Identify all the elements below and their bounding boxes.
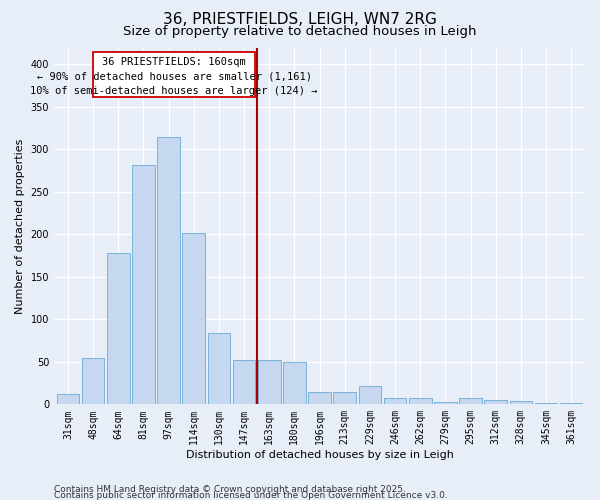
Bar xyxy=(383,398,406,404)
X-axis label: Distribution of detached houses by size in Leigh: Distribution of detached houses by size … xyxy=(185,450,454,460)
Bar xyxy=(157,136,180,404)
Text: 36, PRIESTFIELDS, LEIGH, WN7 2RG: 36, PRIESTFIELDS, LEIGH, WN7 2RG xyxy=(163,12,437,28)
Bar xyxy=(208,333,230,404)
Bar xyxy=(535,402,557,404)
Y-axis label: Number of detached properties: Number of detached properties xyxy=(15,138,25,314)
Bar xyxy=(233,360,256,405)
Bar xyxy=(56,394,79,404)
Bar xyxy=(484,400,507,404)
Bar xyxy=(359,386,381,404)
Bar xyxy=(82,358,104,405)
Text: Contains HM Land Registry data © Crown copyright and database right 2025.: Contains HM Land Registry data © Crown c… xyxy=(54,484,406,494)
Bar xyxy=(434,402,457,404)
Bar xyxy=(182,232,205,404)
Text: 36 PRIESTFIELDS: 160sqm: 36 PRIESTFIELDS: 160sqm xyxy=(103,57,246,67)
Text: 10% of semi-detached houses are larger (124) →: 10% of semi-detached houses are larger (… xyxy=(31,86,318,96)
Bar xyxy=(308,392,331,404)
Bar xyxy=(509,401,532,404)
Text: Size of property relative to detached houses in Leigh: Size of property relative to detached ho… xyxy=(123,25,477,38)
Bar xyxy=(283,362,305,405)
Bar xyxy=(107,253,130,404)
Text: Contains public sector information licensed under the Open Government Licence v3: Contains public sector information licen… xyxy=(54,490,448,500)
Bar xyxy=(560,402,583,404)
Bar xyxy=(409,398,431,404)
Bar xyxy=(334,392,356,404)
Bar xyxy=(132,164,155,404)
Bar xyxy=(459,398,482,404)
Bar xyxy=(93,52,256,97)
Text: ← 90% of detached houses are smaller (1,161): ← 90% of detached houses are smaller (1,… xyxy=(37,72,311,82)
Bar xyxy=(258,360,281,405)
